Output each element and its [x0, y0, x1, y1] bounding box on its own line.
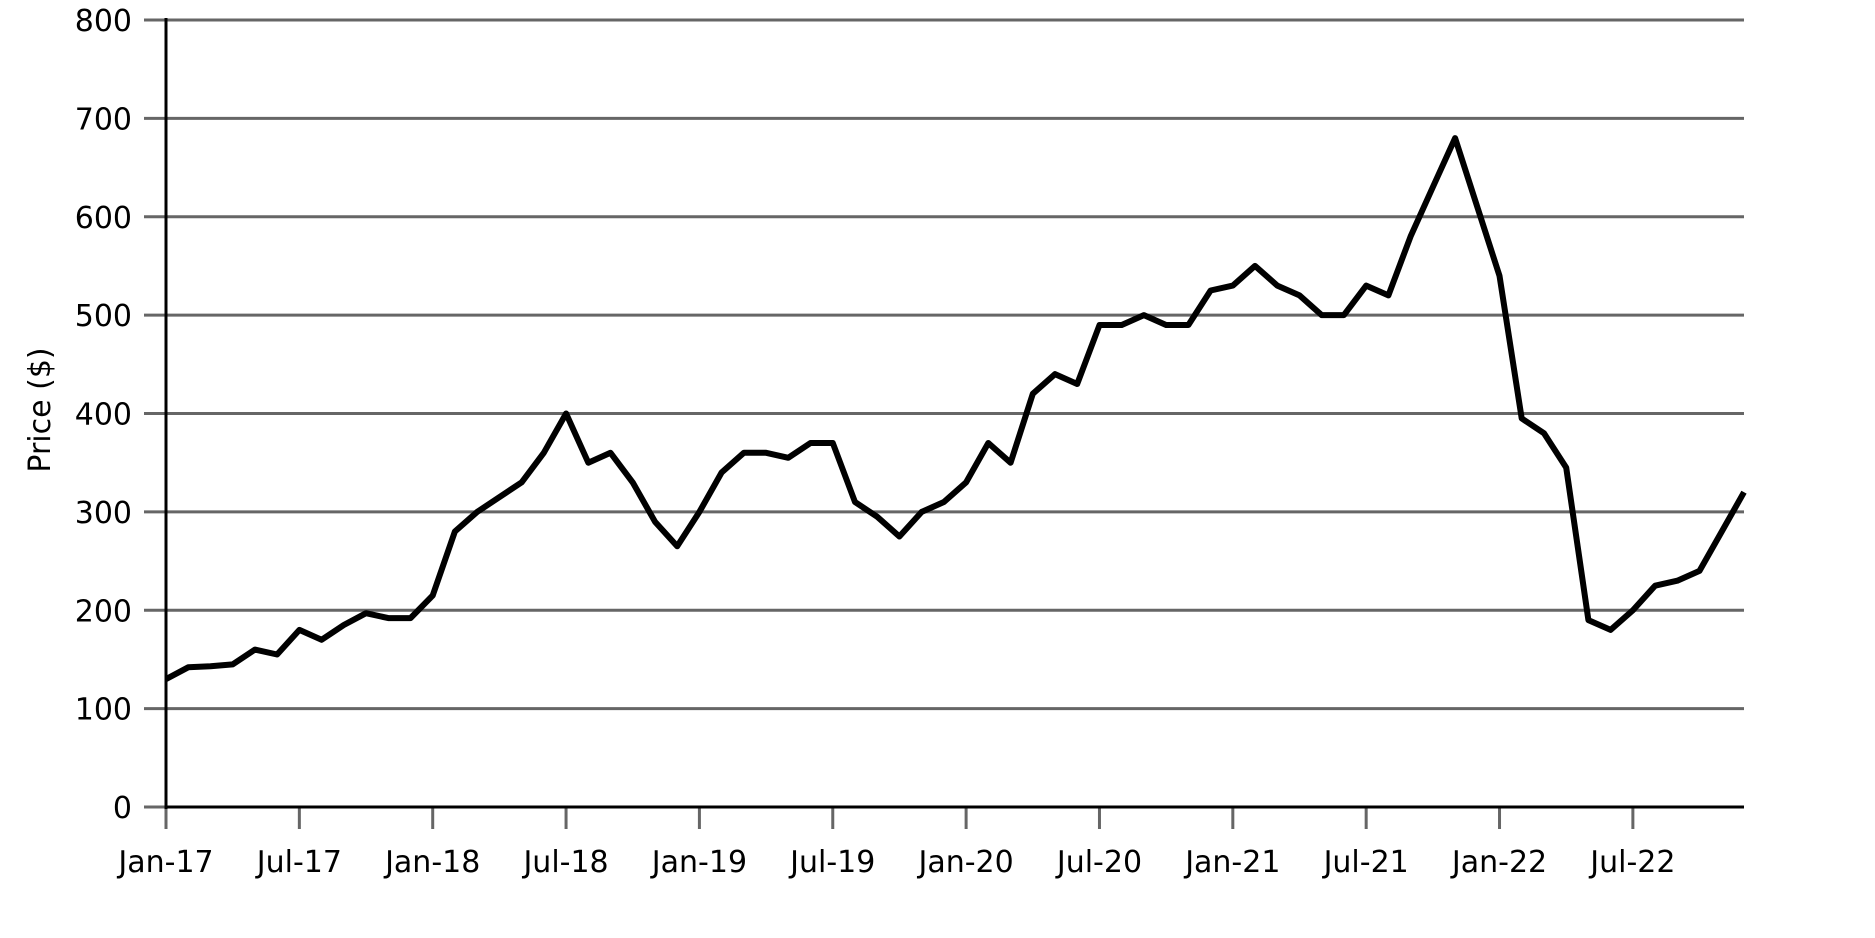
- y-tick-label: 500: [75, 299, 132, 334]
- x-tick-label: Jan-18: [383, 845, 480, 880]
- x-tick-label: Jul-19: [788, 845, 875, 880]
- y-tick-label: 400: [75, 398, 132, 433]
- y-tick-label: 200: [75, 594, 132, 629]
- y-tick-label: 100: [75, 693, 132, 728]
- price-line: [164, 135, 1747, 682]
- y-tick-label: 0: [113, 791, 132, 826]
- x-tick-label: Jul-20: [1055, 845, 1142, 880]
- x-tick-label: Jan-17: [116, 845, 213, 880]
- y-tick-label: 300: [75, 496, 132, 531]
- x-tick-label: Jan-21: [1183, 845, 1280, 880]
- y-tick-label: 600: [75, 201, 132, 236]
- x-tick-label: Jul-17: [255, 845, 342, 880]
- x-tick-label: Jul-18: [521, 845, 608, 880]
- x-tick-label: Jan-22: [1450, 845, 1547, 880]
- x-tick-label: Jul-22: [1588, 845, 1675, 880]
- y-tick-label: 800: [75, 4, 132, 39]
- x-tick-label: Jan-20: [916, 845, 1013, 880]
- x-tick-label: Jul-21: [1322, 845, 1409, 880]
- y-tick-label: 700: [75, 102, 132, 137]
- y-axis-label: Price ($): [23, 347, 58, 472]
- x-tick-label: Jan-19: [650, 845, 747, 880]
